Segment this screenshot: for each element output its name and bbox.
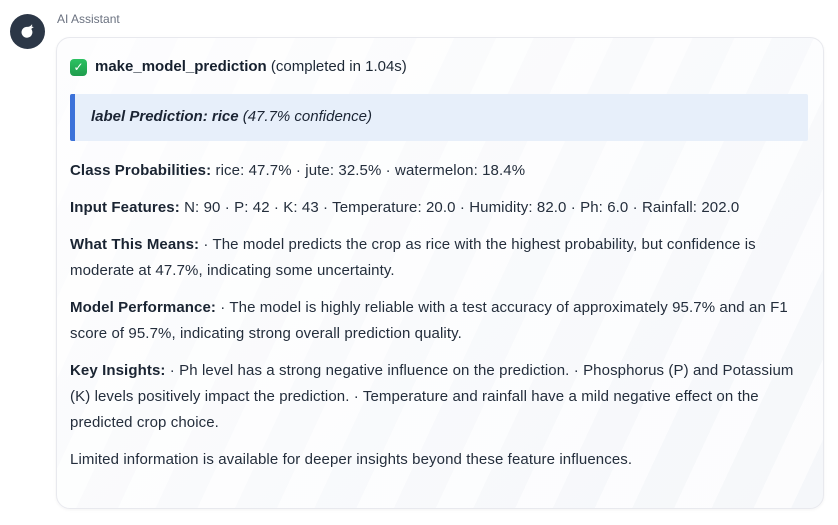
- section-key-insights: Key Insights: · Ph level has a strong ne…: [70, 358, 808, 436]
- prediction-confidence: (47.7% confidence): [242, 108, 372, 125]
- section-label: Model Performance:: [70, 299, 216, 316]
- section-text: · The model is highly reliable with a te…: [70, 299, 788, 342]
- section-input-features: Input Features: N: 90 · P: 42 · K: 43 · …: [70, 195, 808, 221]
- section-label: What This Means:: [70, 236, 200, 253]
- section-text: N: 90 · P: 42 · K: 43 · Temperature: 20.…: [184, 199, 740, 216]
- tool-result-card: ✓ make_model_prediction (completed in 1.…: [56, 37, 824, 509]
- sender-label: AI Assistant: [57, 12, 120, 26]
- tool-call-title: make_model_prediction (completed in 1.04…: [95, 55, 407, 79]
- section-label: Key Insights:: [70, 362, 166, 379]
- tool-call-header[interactable]: ✓ make_model_prediction (completed in 1.…: [70, 55, 808, 79]
- footer-note: Limited information is available for dee…: [70, 451, 633, 468]
- check-icon: ✓: [70, 58, 87, 76]
- section-label: Input Features:: [70, 199, 180, 216]
- section-class-probabilities: Class Probabilities: rice: 47.7% · jute:…: [70, 158, 808, 184]
- whale-icon: [17, 21, 38, 42]
- section-text: · The model predicts the crop as rice wi…: [70, 236, 756, 279]
- assistant-message: AI Assistant ✓ make_model_prediction (co…: [10, 8, 824, 509]
- section-label: Class Probabilities:: [70, 162, 212, 179]
- message-content: AI Assistant ✓ make_model_prediction (co…: [56, 8, 824, 509]
- section-model-performance: Model Performance: · The model is highly…: [70, 295, 808, 347]
- tool-name: make_model_prediction: [95, 58, 267, 75]
- assistant-avatar: [10, 14, 45, 49]
- section-what-this-means: What This Means: · The model predicts th…: [70, 232, 808, 284]
- prediction-label: label Prediction: rice: [91, 108, 239, 125]
- section-text: · Ph level has a strong negative influen…: [70, 362, 794, 431]
- section-text: rice: 47.7% · jute: 32.5% · watermelon: …: [215, 162, 526, 179]
- tool-status: (completed in 1.04s): [270, 58, 407, 75]
- prediction-quote: label Prediction: rice (47.7% confidence…: [70, 94, 808, 141]
